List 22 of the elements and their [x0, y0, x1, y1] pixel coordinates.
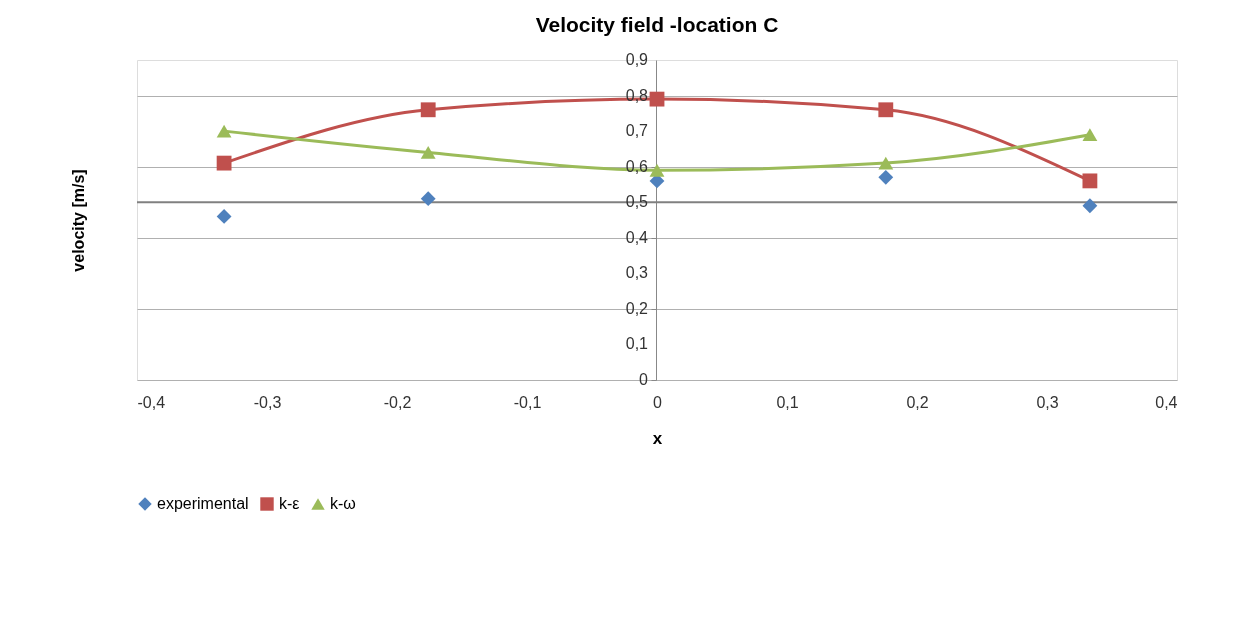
legend-label: experimental	[157, 495, 249, 512]
x-tick-label: 0,4	[1155, 393, 1178, 411]
y-tick-label: 0,3	[625, 264, 649, 282]
x-tick-label: 0,3	[1036, 393, 1059, 411]
chart-title: Velocity field -location C	[535, 13, 779, 36]
x-tick-label: -0,3	[253, 393, 282, 411]
y-tick-label: 0,7	[625, 122, 649, 140]
x-tick-label: 0,1	[776, 393, 799, 411]
y-tick-label: 0	[639, 371, 649, 388]
x-tick-label: -0,2	[383, 393, 412, 411]
x-axis-title: x	[652, 428, 663, 448]
legend-label: k-ε	[279, 495, 300, 512]
x-tick-label: -0,4	[137, 393, 166, 411]
x-tick-label: -0,1	[513, 393, 542, 411]
x-tick-label: 0	[653, 393, 663, 411]
y-tick-label: 0,1	[625, 335, 649, 353]
y-axis-title: velocity [m/s]	[69, 169, 87, 272]
y-tick-label: 0,4	[625, 228, 649, 246]
y-tick-label: 0,2	[625, 299, 649, 317]
y-tick-label: 0,9	[625, 51, 649, 68]
legend-label: k-ω	[330, 495, 356, 512]
x-tick-label: 0,2	[906, 393, 929, 411]
